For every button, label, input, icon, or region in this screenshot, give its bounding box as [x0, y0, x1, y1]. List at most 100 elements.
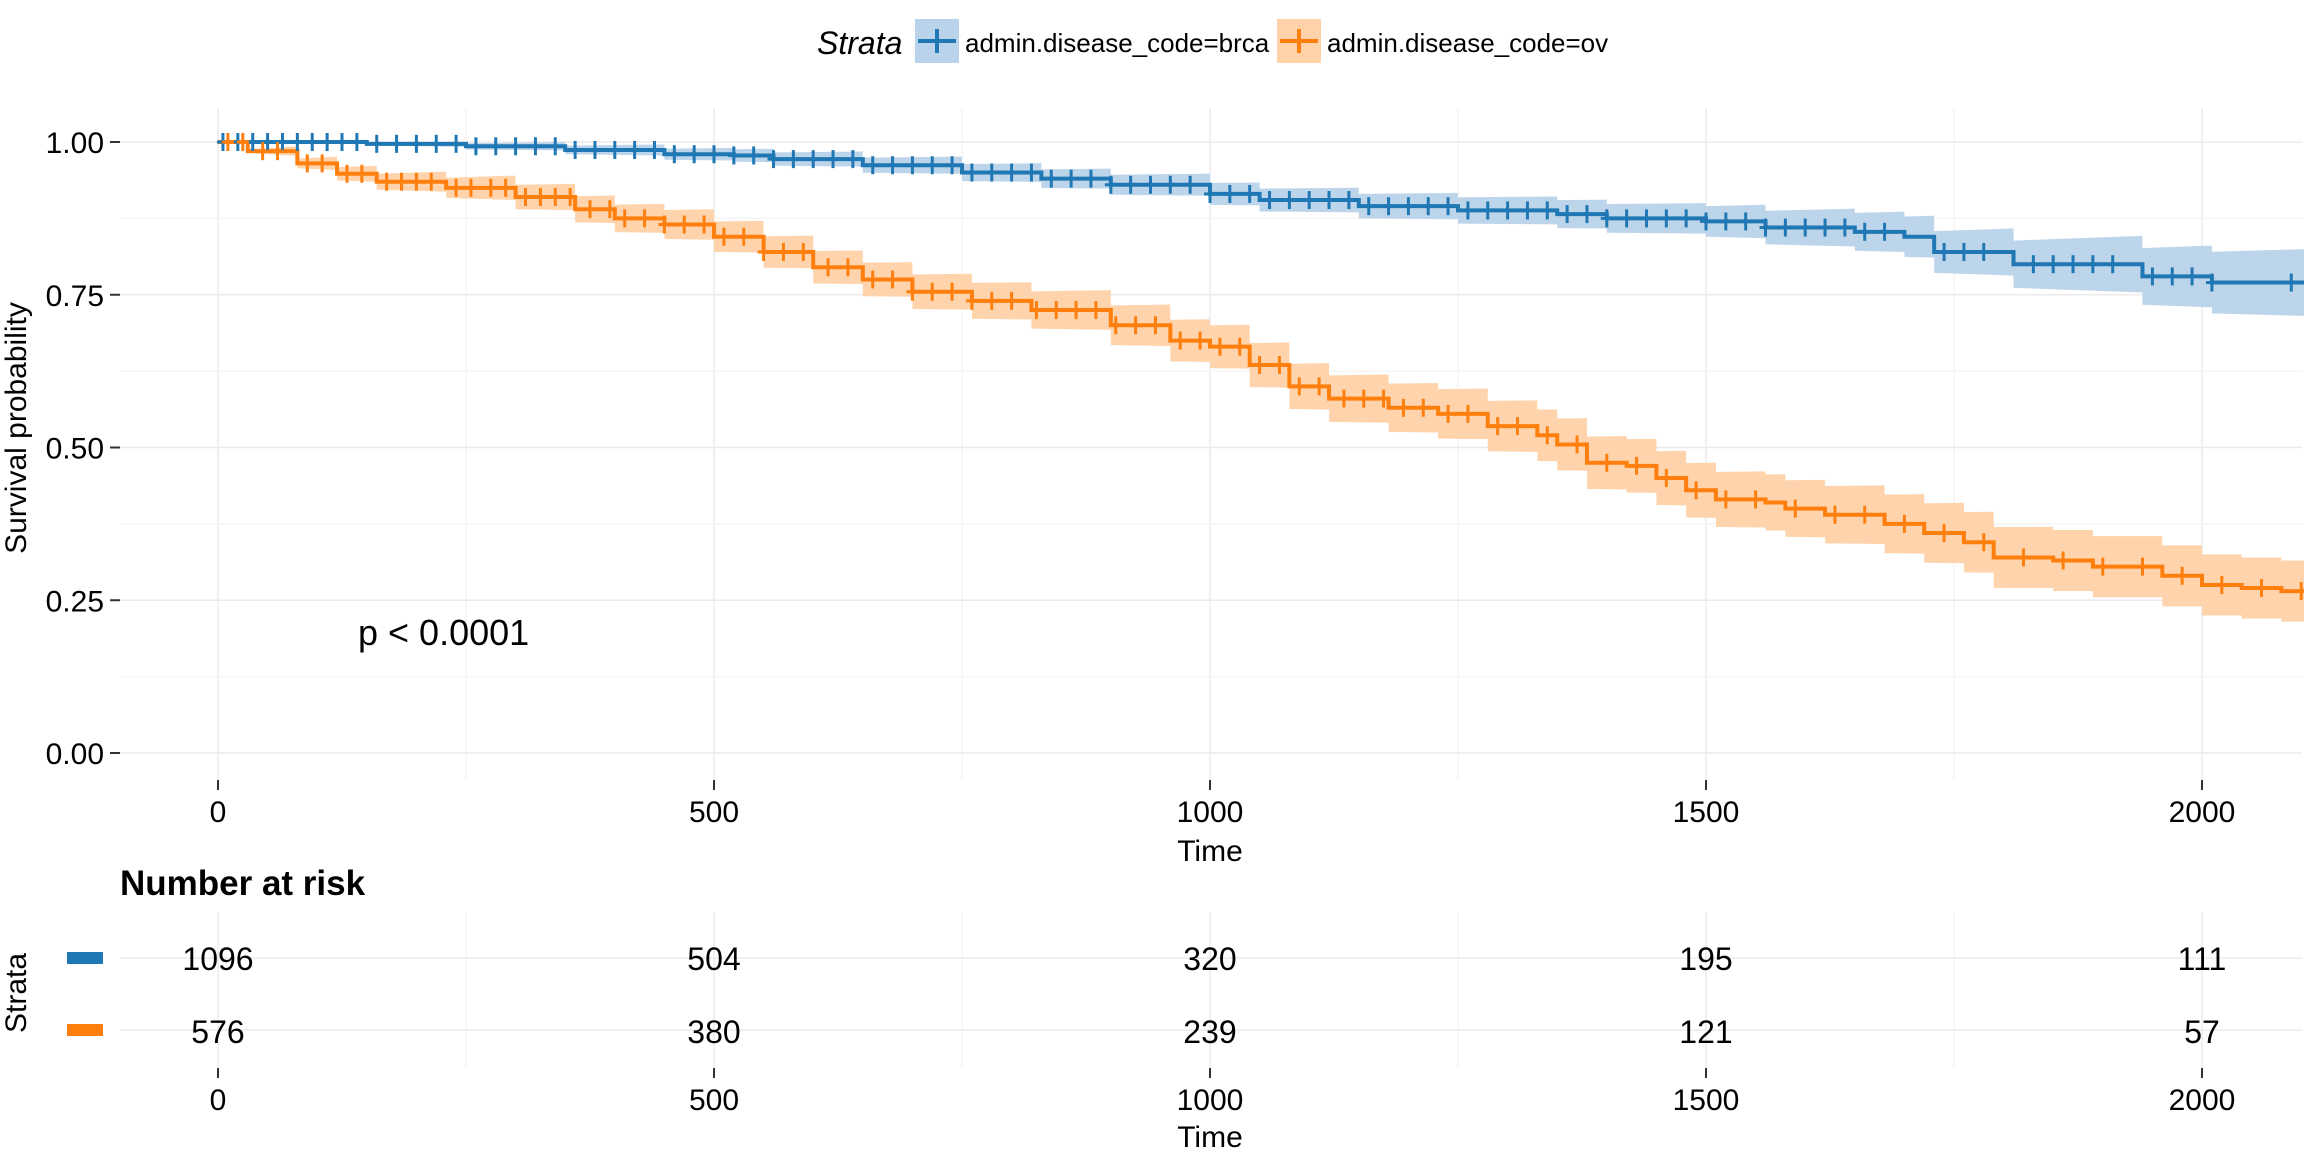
censor-mark-brca: [1680, 209, 1693, 228]
y-tick-label: 0.25: [46, 585, 104, 618]
censor-mark-ov: [1050, 301, 1063, 320]
censor-mark-brca: [1045, 169, 1058, 188]
censor-mark-ov: [380, 172, 393, 191]
censor-mark-ov: [1541, 426, 1554, 445]
censor-mark-brca: [1660, 209, 1673, 228]
censor-mark-brca: [1779, 218, 1792, 237]
censor-mark-brca: [469, 137, 482, 156]
censor-mark-brca: [2205, 273, 2218, 292]
censor-mark-ov: [1313, 377, 1326, 396]
censor-mark-brca: [509, 137, 522, 156]
censor-mark-ov: [584, 200, 596, 219]
censor-mark-brca: [1977, 242, 1990, 261]
legend-label-brca: admin.disease_code=brca: [965, 28, 1270, 58]
censor-mark-ov: [2136, 557, 2149, 576]
risk-table-values: 1096 504 320 195 111 576 380 239 121 57: [182, 941, 2226, 1050]
censor-mark-brca: [608, 140, 621, 159]
censor-mark-brca: [886, 156, 899, 175]
y-axis-label: Survival probability: [0, 302, 33, 554]
x-tick-label: 500: [689, 796, 739, 829]
risk-table-grid: [120, 912, 2302, 1068]
censor-mark-ov: [2295, 582, 2304, 601]
censor-mark-brca: [1025, 163, 1038, 182]
censor-mark-ov: [1898, 514, 1911, 533]
censor-mark-brca: [1283, 191, 1296, 210]
censor-mark-ov: [484, 178, 497, 197]
censor-mark-ov: [1337, 389, 1350, 408]
censor-mark-ov: [1174, 331, 1187, 350]
y-tick-label: 1.00: [46, 127, 104, 160]
censor-mark-ov: [425, 172, 438, 191]
censor-mark-brca: [1184, 175, 1197, 194]
censor-mark-ov: [2176, 566, 2189, 585]
x-tick-label: 1500: [1673, 796, 1740, 829]
censor-mark-brca: [549, 137, 562, 156]
legend: Strata admin.disease_code=brca admin.dis…: [817, 19, 1608, 63]
censor-mark-ov: [1719, 490, 1732, 509]
risk-x-tick-label: 1500: [1673, 1084, 1740, 1117]
censor-mark-ov: [271, 142, 284, 161]
censor-mark-brca: [1739, 212, 1752, 231]
censor-mark-brca: [2047, 255, 2060, 274]
ci-band-brca: [218, 142, 2304, 316]
censor-mark-brca: [291, 133, 304, 151]
censor-mark-ov: [1089, 301, 1102, 320]
x-tick-label: 2000: [2169, 796, 2236, 829]
censor-mark-brca: [430, 134, 443, 153]
censor-mark-ov: [1149, 316, 1162, 335]
risk-table: Number at risk Strata 1096 504 320 195 111 57…: [0, 864, 2302, 1152]
risk-value: 57: [2184, 1014, 2220, 1050]
censor-mark-brca: [926, 156, 939, 175]
risk-value: 1096: [182, 941, 253, 977]
censor-mark-brca: [1382, 197, 1395, 216]
censor-mark-brca: [727, 146, 740, 165]
censor-mark-brca: [1065, 169, 1078, 188]
censor-mark-ov: [1511, 417, 1524, 436]
censor-mark-ov: [316, 154, 329, 173]
censor-mark-ov: [1977, 533, 1990, 552]
censor-mark-brca: [1521, 201, 1534, 220]
censor-mark-brca: [1461, 201, 1474, 220]
risk-x-tick-label: 1000: [1177, 1084, 1244, 1117]
censor-mark-ov: [395, 172, 408, 191]
censor-mark-ov: [985, 291, 998, 310]
censor-mark-ov: [1109, 316, 1122, 335]
risk-row-key-brca: [67, 952, 103, 964]
censor-mark-brca: [336, 133, 348, 151]
censor-mark-ov: [1938, 524, 1951, 543]
censor-mark-brca: [1204, 184, 1216, 203]
censor-mark-ov: [906, 282, 919, 301]
censor-mark-ov: [464, 178, 477, 197]
risk-value: 111: [2178, 941, 2227, 977]
censor-mark-brca: [688, 145, 701, 164]
censor-mark-ov: [797, 242, 810, 261]
main-plot: 0.00 0.25 0.50 0.75 1.00 0 500 1000 1500 2000 Su…: [0, 108, 2304, 868]
censor-mark-brca: [648, 140, 661, 159]
censor-mark-ov: [499, 178, 512, 197]
censor-mark-ov: [221, 133, 234, 151]
censor-mark-ov: [1030, 301, 1043, 320]
risk-table-title: Number at risk: [120, 864, 366, 903]
censor-mark-brca: [1362, 197, 1375, 216]
plot-grid: [120, 108, 2302, 780]
censor-mark-brca: [2186, 267, 2199, 286]
censor-mark-ov: [1377, 389, 1390, 408]
censor-mark-brca: [489, 137, 502, 156]
censor-mark-brca: [807, 150, 820, 169]
censor-mark-ov: [1273, 356, 1286, 375]
censor-mark-brca: [1600, 209, 1613, 228]
censor-mark-brca: [827, 150, 840, 169]
legend-item-brca: admin.disease_code=brca: [915, 19, 1270, 63]
censor-mark-ov: [1749, 490, 1762, 509]
censor-mark-ov: [1357, 389, 1370, 408]
censor-mark-ov: [1828, 505, 1841, 524]
risk-value: 504: [687, 941, 740, 977]
censor-mark-brca: [2285, 273, 2298, 292]
censor-mark-brca: [1957, 242, 1970, 261]
censor-mark-ov: [1442, 404, 1455, 423]
risk-row-key-ov: [67, 1024, 103, 1036]
censor-mark-brca: [1104, 175, 1117, 194]
legend-label-ov: admin.disease_code=ov: [1327, 28, 1608, 58]
censor-mark-brca: [321, 133, 334, 151]
